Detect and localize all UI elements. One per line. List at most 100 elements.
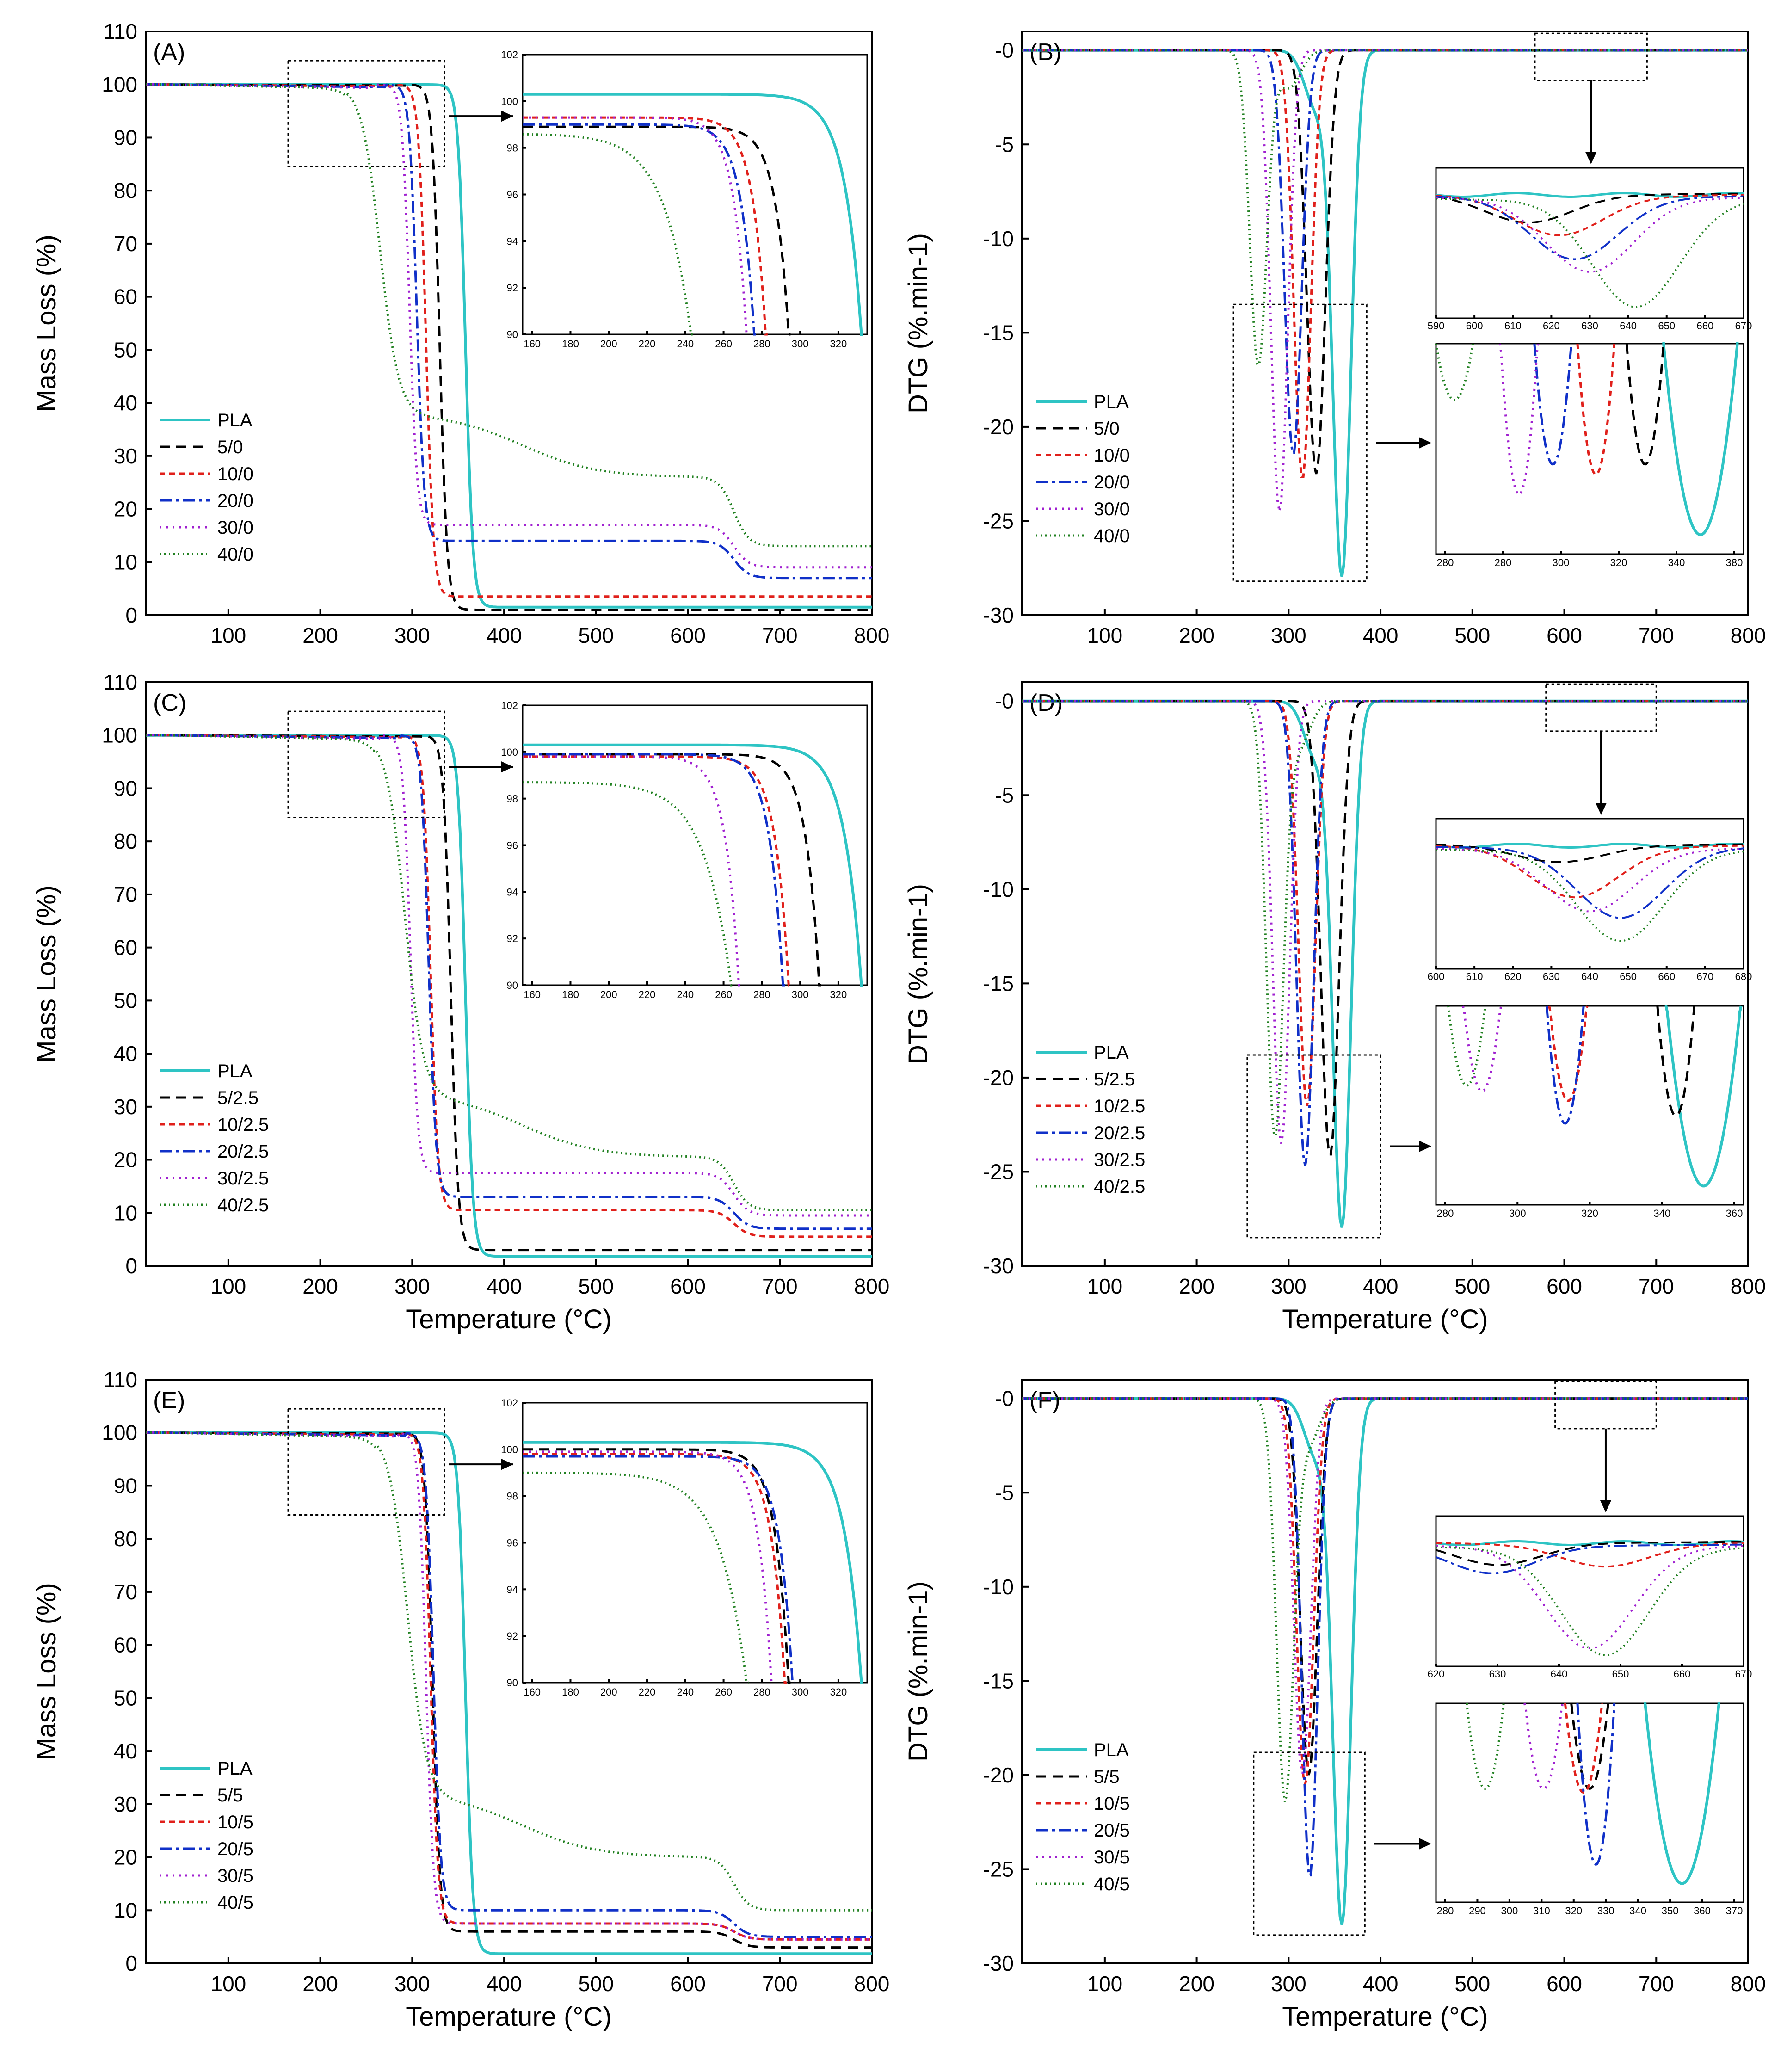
legend-entry: PLA [1094, 1740, 1129, 1760]
inset-series-10/2.5 [523, 755, 791, 987]
inset-small-series-30/2.5 [1436, 847, 1744, 913]
legend-entry: 30/2.5 [217, 1168, 269, 1189]
inset-x-tick-label: 200 [600, 1686, 617, 1698]
inset-small-series-20/5 [1436, 1543, 1744, 1574]
zoom-arrowhead [501, 1459, 513, 1470]
y-tick-label: 110 [104, 19, 137, 43]
y-tick-label: 0 [125, 603, 137, 627]
y-tick-label: 10 [114, 1898, 137, 1922]
x-tick-label: 400 [487, 623, 522, 648]
x-tick-label: 800 [1731, 623, 1766, 648]
inset-series-10/0 [523, 116, 768, 336]
y-tick-label: 70 [114, 882, 137, 906]
inset-small-series-30/5 [1436, 1545, 1744, 1649]
y-axis-label: DTG (%.min-1) [903, 884, 933, 1064]
legend-entry: 20/0 [217, 491, 253, 511]
inset-series-5/5 [523, 1448, 791, 1684]
inset-small-tick-label: 640 [1551, 1668, 1568, 1680]
x-tick-label: 700 [1639, 1972, 1674, 1996]
x-tick-label: 300 [394, 623, 430, 648]
inset-zoom-series-10/0 [1576, 343, 1616, 476]
inset-x-tick-label: 300 [792, 989, 809, 1000]
x-tick-label: 600 [1547, 1972, 1582, 1996]
x-tick-label: 600 [670, 1274, 706, 1298]
x-tick-label: 200 [302, 1972, 338, 1996]
inset-small-frame [1435, 1515, 1744, 1667]
zoom-arrowhead-peaks [1419, 437, 1431, 449]
x-tick-label: 200 [1179, 623, 1214, 648]
y-tick-label: 110 [104, 1368, 137, 1392]
y-tick-label: -15 [983, 971, 1014, 995]
x-tick-label: 700 [1639, 1274, 1674, 1298]
series-line-40/0 [145, 83, 872, 548]
inset-small-series-5/5 [1436, 1541, 1744, 1566]
inset-zoom-tick-label: 320 [1581, 1208, 1598, 1219]
x-tick-label: 600 [1547, 623, 1582, 648]
inset-series-PLA [523, 92, 863, 336]
legend-entry: PLA [217, 1758, 253, 1779]
inset-zoom-series-40/5 [1466, 1703, 1505, 1790]
zoom-region-small [1554, 1381, 1657, 1430]
inset-zoom-series-PLA [1664, 1005, 1743, 1188]
inset-small-tick-label: 680 [1735, 971, 1752, 982]
legend-entry: 10/5 [217, 1812, 253, 1832]
y-tick-label: 30 [114, 1792, 137, 1816]
legend-entry: 5/0 [217, 437, 243, 457]
inset-zoom-frame [1435, 1005, 1744, 1206]
inset-zoom-series-20/2.5 [1545, 1005, 1585, 1125]
x-tick-label: 500 [578, 1972, 614, 1996]
inset-x-tick-label: 260 [715, 338, 732, 350]
inset-small-series-40/0 [1436, 198, 1744, 308]
x-tick-label: 200 [302, 623, 338, 648]
panel-label: (C) [153, 690, 186, 716]
y-tick-label: 100 [102, 1421, 137, 1445]
inset-series-10/5 [523, 1453, 787, 1684]
y-tick-label: 80 [114, 829, 137, 853]
y-tick-label: -20 [983, 415, 1014, 439]
plot-frame [145, 31, 873, 616]
y-tick-label: 20 [114, 1148, 137, 1172]
y-tick-label: 50 [114, 338, 137, 362]
inset-series-PLA [523, 743, 863, 987]
inset-plot: 160 180 200 220 240 260 280 300 320 90 92 94 96 98 100… [501, 49, 868, 350]
legend-entry: 5/0 [1094, 419, 1120, 439]
series-line-30/5 [1022, 1397, 1748, 1774]
x-tick-label: 700 [762, 623, 798, 648]
panel-D: 100 200 300 400 500 600 700 800 -0 -5 -10 -15 -20 -25… [903, 681, 1766, 1334]
inset-small-tick-label: 660 [1674, 1668, 1691, 1680]
x-tick-label: 600 [670, 623, 706, 648]
y-tick-label: -15 [983, 321, 1014, 345]
y-tick-label: 100 [102, 73, 137, 97]
inset-zoom-series-10/5 [1564, 1703, 1603, 1794]
inset-y-tick-label: 96 [507, 189, 518, 201]
inset-zoom-tick-label: 280 [1437, 1208, 1454, 1219]
legend-entry: PLA [217, 1061, 253, 1081]
inset-small-series-40/5 [1436, 1546, 1744, 1657]
x-tick-label: 500 [1454, 1972, 1490, 1996]
x-tick-label: 200 [1179, 1972, 1214, 1996]
inset-small-series-10/2.5 [1436, 845, 1744, 899]
x-tick-label: 300 [394, 1274, 430, 1298]
inset-frame [522, 704, 868, 986]
inset-small-series-5/0 [1436, 192, 1744, 224]
inset-zoom-tick-label: 300 [1553, 557, 1570, 568]
inset-x-tick-label: 280 [753, 1686, 770, 1698]
inset-x-tick-label: 260 [715, 1686, 732, 1698]
legend-entry: 20/2.5 [217, 1141, 269, 1162]
inset-zoom: 280 300 320 340 360 [1435, 1005, 1744, 1219]
inset-small-tick-label: 590 [1428, 320, 1445, 332]
inset-y-tick-label: 102 [501, 1397, 518, 1409]
inset-zoom-tick-label: 300 [1509, 1208, 1526, 1219]
x-tick-label: 100 [1087, 623, 1122, 648]
y-axis-label: Mass Loss (%) [31, 885, 62, 1063]
legend-entry: 10/2.5 [217, 1115, 269, 1135]
y-tick-label: -10 [983, 877, 1014, 901]
inset-y-tick-label: 96 [507, 1537, 518, 1549]
legend-entry: 30/2.5 [1094, 1150, 1145, 1170]
y-tick-label: -5 [995, 1480, 1014, 1505]
inset-small-frame [1435, 167, 1744, 319]
zoom-region [287, 60, 445, 168]
inset-x-tick-label: 180 [562, 1686, 579, 1698]
x-tick-label: 100 [210, 1972, 246, 1996]
y-tick-label: 30 [114, 1095, 137, 1119]
